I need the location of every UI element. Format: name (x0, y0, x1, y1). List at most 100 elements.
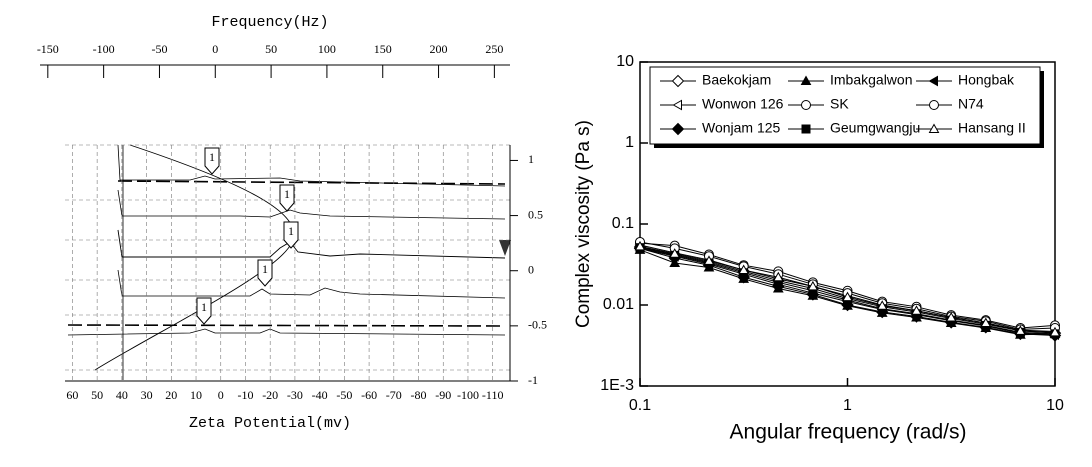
peak-tag (283, 221, 299, 249)
traces (67, 144, 511, 380)
x-tick-label: -10 (237, 388, 253, 402)
y-tick-label: 1 (625, 134, 634, 151)
point (703, 255, 715, 265)
zeta-panel: Frequency(Hz) Zeta Potential(mv) -150 -10… (37, 14, 547, 432)
y-tick-label: -1 (528, 373, 538, 387)
x-axis-title: Angular frequency (rad/s) (730, 421, 967, 444)
top-tick-label: -150 (37, 42, 59, 56)
point (876, 300, 888, 310)
peak-label: 1 (201, 300, 207, 314)
x-tick-label: 50 (91, 388, 103, 402)
top-tick-label: 250 (485, 42, 503, 56)
series (635, 238, 1060, 334)
x-tick-label: -100 (457, 388, 479, 402)
legend-label: Baekokjam (702, 72, 771, 88)
point (1049, 326, 1061, 337)
point (807, 280, 819, 291)
legend-marker (801, 124, 811, 134)
peak-tag (196, 297, 212, 325)
x-tick-label: 10 (190, 388, 202, 402)
top-tick-label: 150 (374, 42, 392, 56)
x-tick-label: -80 (411, 388, 427, 402)
x-axis-title: Zeta Potential(mv) (189, 415, 351, 432)
series-line (639, 241, 1056, 330)
x-tick-label: 0.1 (629, 397, 651, 414)
x-tick-label: 40 (116, 388, 128, 402)
top-axis-title: Frequency(Hz) (211, 14, 328, 31)
trace (67, 328, 506, 336)
y-tick-label: 10 (616, 53, 634, 70)
x-tick-label: -40 (312, 388, 328, 402)
legend-label: Hongbak (958, 72, 1015, 88)
top-tick-label: -100 (93, 42, 115, 56)
x-tick-label: 30 (141, 388, 153, 402)
legend-label: Wonwon 126 (702, 96, 784, 112)
top-tick-label: 200 (430, 42, 448, 56)
peak-tag (204, 147, 220, 175)
peak-tag (279, 184, 295, 212)
trace (117, 189, 506, 220)
legend-marker (672, 99, 682, 111)
peak-label: 1 (284, 187, 290, 201)
y-tick-label: 0.5 (528, 207, 543, 221)
legend-marker (928, 75, 938, 87)
legend-marker (800, 75, 812, 85)
series (634, 240, 1061, 337)
x-tick-label: -30 (287, 388, 303, 402)
x-tick-label: -70 (386, 388, 402, 402)
y-tick-label: 0.01 (603, 296, 634, 313)
legend-marker (929, 100, 939, 110)
trace-dashed (67, 324, 506, 327)
peak-label: 1 (288, 224, 294, 238)
peak-label: 1 (262, 262, 268, 276)
y-tick-label: 0 (528, 262, 534, 276)
x-tick-label: 60 (66, 388, 78, 402)
point (772, 271, 784, 282)
peak-tag (257, 259, 273, 287)
point (1015, 325, 1026, 335)
point (980, 317, 992, 327)
top-tick-label: 0 (212, 42, 218, 56)
x-tick-label: 20 (165, 388, 177, 402)
y-tick-label: 1 (528, 152, 534, 166)
top-tick-label: 100 (318, 42, 336, 56)
point (669, 248, 681, 258)
legend-label: Hansang II (958, 120, 1026, 136)
y-tick-label: -0.5 (528, 318, 547, 332)
legend-label: Geumgwangju (830, 120, 920, 136)
legend-box (649, 66, 1041, 145)
point (945, 312, 957, 322)
legend-marker (671, 74, 685, 88)
x-tick-label: 1 (843, 397, 852, 414)
point (842, 291, 853, 302)
trace (117, 144, 506, 187)
series-line (639, 242, 1056, 329)
trace-dashed (117, 180, 506, 185)
legend-marker (928, 123, 940, 133)
point (738, 264, 750, 275)
x-tick-label: -20 (262, 388, 278, 402)
legend-label: SK (830, 96, 849, 112)
y-axis-title: Complex viscosity (Pa s) (573, 120, 594, 328)
y-tick-label: 0.1 (612, 215, 634, 232)
viscosity-panel: Complex viscosity (Pa s) Angular frequen… (573, 53, 1064, 443)
point (911, 305, 922, 315)
x-tick-label: -60 (361, 388, 377, 402)
top-tick-label: -50 (151, 42, 167, 56)
legend-marker (801, 100, 811, 110)
zero-marker (499, 240, 511, 256)
x-tick-label: -110 (482, 388, 504, 402)
legend-label: Wonjam 125 (702, 120, 781, 136)
y-tick-label: 1E-3 (600, 377, 634, 394)
x-tick-label: 10 (1046, 397, 1064, 414)
top-tick-label: 50 (265, 42, 277, 56)
x-tick-label: -90 (435, 388, 451, 402)
trace (117, 229, 506, 259)
trace (117, 269, 506, 299)
point (634, 240, 646, 251)
x-tick-label: -50 (336, 388, 352, 402)
legend-label: Imbakgalwon (830, 72, 913, 88)
legend-label: N74 (958, 96, 984, 112)
legend-marker (671, 122, 685, 136)
